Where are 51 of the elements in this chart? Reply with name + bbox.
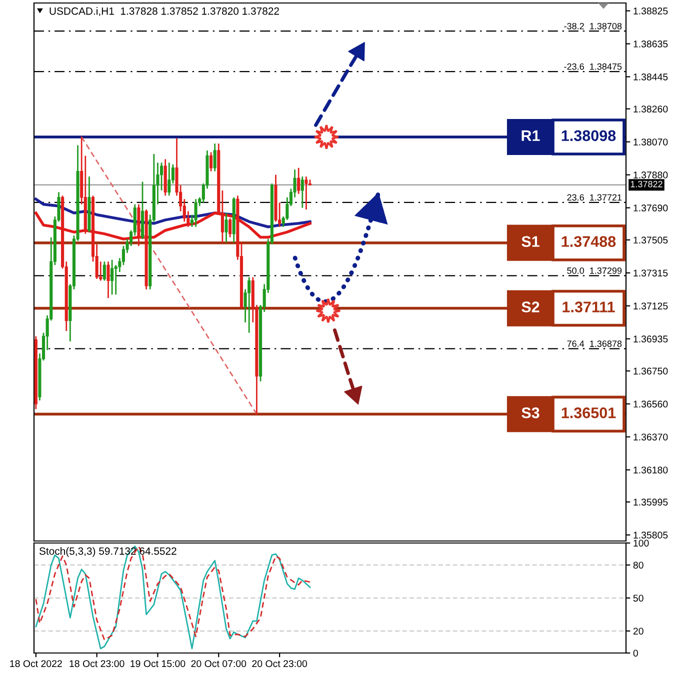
x-tick-label: 20 Oct 23:00 [252, 660, 308, 668]
y-tick-label: 1.38825 [634, 8, 668, 14]
candlestick [248, 276, 251, 334]
text: S3 1.36501 [522, 407, 616, 418]
y-tick-label: 1.38445 [634, 73, 668, 80]
candlestick [228, 218, 232, 238]
ref-line-label: 76.4 1.36878 [567, 340, 622, 347]
y-tick-label: 80 [633, 562, 644, 569]
candlestick [194, 198, 198, 228]
y-tick-label: 1.35995 [634, 498, 668, 506]
y-tick-label: 1.38260 [634, 106, 668, 112]
y-tick-label: 100 [634, 540, 649, 547]
x-tick-label: 19 Oct 15:00 [130, 660, 186, 668]
x-tick-label: 18 Oct 23:00 [70, 660, 124, 668]
y-tick-label: 1.38070 [634, 138, 668, 146]
candlestick [110, 259, 114, 296]
ref-line-label: -23.6 1.38475 [564, 63, 622, 70]
y-tick-label: 1.36935 [634, 336, 668, 342]
y-tick-label: 1.37315 [634, 270, 668, 276]
ref-line-label: 1.37822 [630, 180, 662, 188]
ref-line-label: -38.2 1.38708 [564, 22, 622, 30]
text: R1 1.38098 [522, 130, 616, 142]
x-tick-label: 20 Oct 07:00 [191, 660, 246, 668]
y-tick-label: 50 [633, 594, 644, 602]
y-tick-label: 1.37690 [634, 204, 668, 212]
ref-line-label: 50.0 1.37299 [567, 267, 622, 274]
y-tick-label: 1.37880 [634, 172, 668, 178]
y-tick-label: 1.37125 [634, 302, 668, 310]
ref-line-label: 23.6 1.37721 [567, 194, 622, 201]
y-tick-label: 1.36560 [634, 400, 668, 408]
candlestick [168, 162, 171, 196]
y-tick-label: 1.36370 [634, 434, 668, 440]
y-tick-label: 1.38635 [634, 40, 668, 48]
text: S1 1.37488 [522, 236, 616, 247]
text: S2 1.37111 [522, 302, 615, 312]
x-tick-label: 18 Oct 2022 [10, 660, 62, 668]
candlestick [210, 152, 213, 172]
chart-title: USDCAD.i,H1 1.37828 1.37852 1.37820 1.37822 [50, 7, 279, 16]
candlestick [102, 260, 106, 282]
candlestick [106, 260, 110, 299]
candlestick [300, 176, 304, 208]
y-tick-label: 1.36180 [634, 466, 668, 474]
candlestick [224, 212, 228, 244]
y-tick-label: 1.37505 [634, 236, 668, 244]
y-tick-label: 1.36750 [634, 368, 668, 375]
y-tick-label: 1.35805 [634, 532, 668, 539]
candlestick [297, 167, 300, 195]
y-tick-label: 20 [633, 628, 644, 635]
y-tick-label: 0 [633, 650, 638, 657]
candlestick [213, 142, 216, 172]
candlestick [304, 176, 308, 210]
